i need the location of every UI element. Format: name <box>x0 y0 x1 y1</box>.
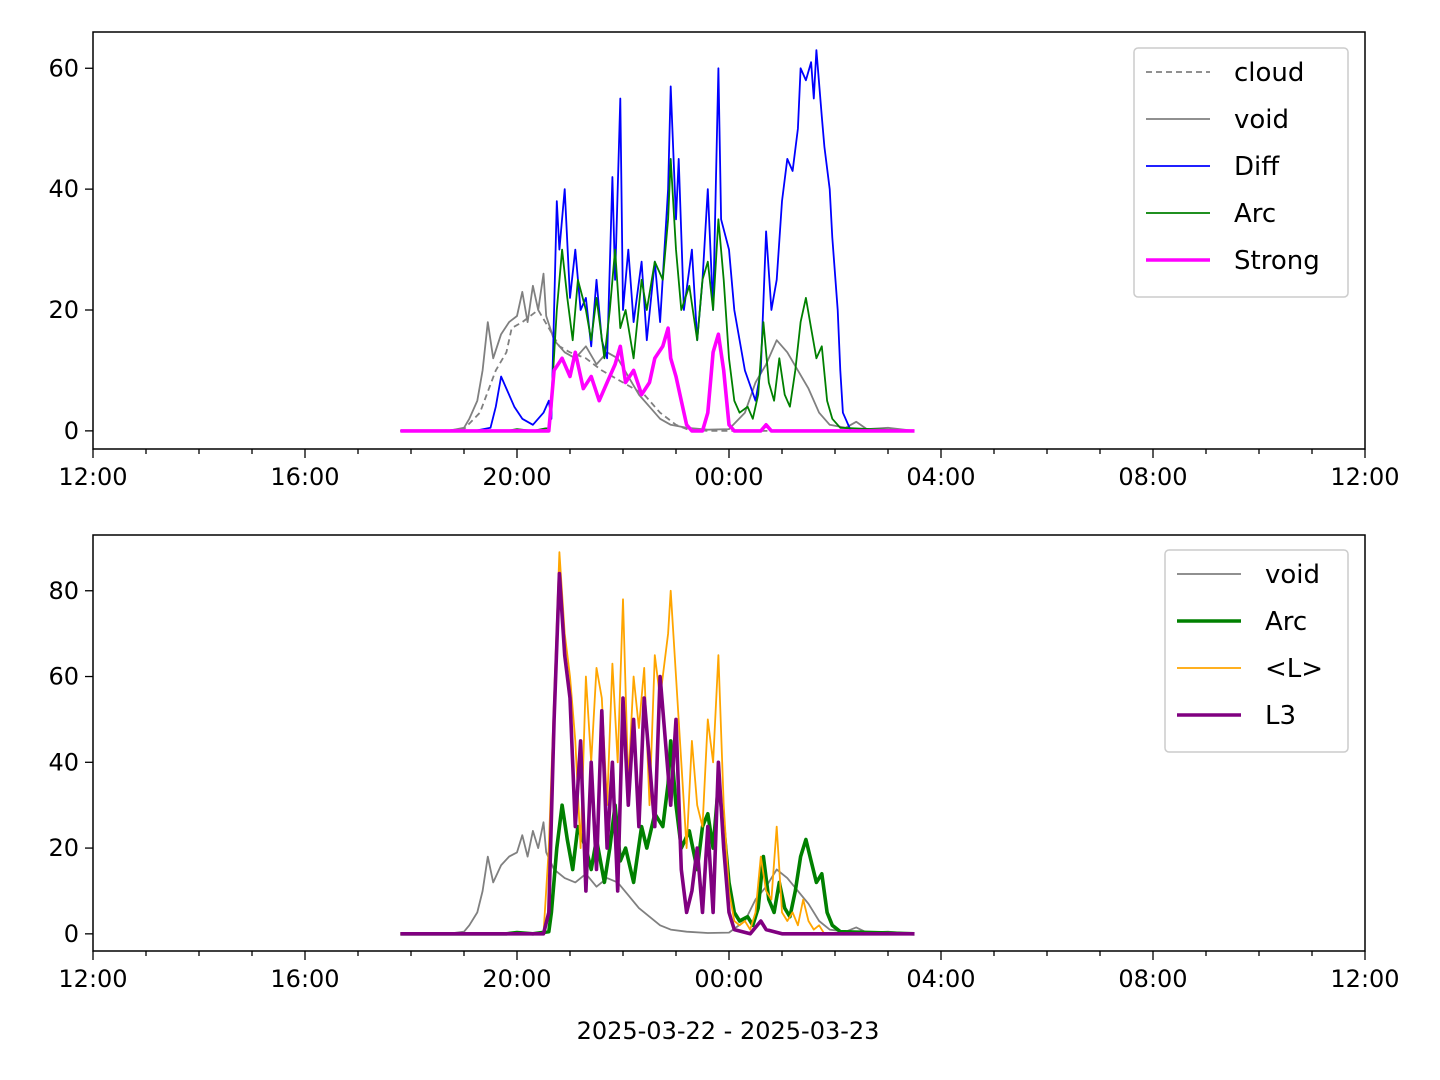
x-tick-label: 16:00 <box>270 463 339 491</box>
top-x-axis: 12:00 16:00 20:00 00:00 04:00 08:00 12:00 <box>58 449 1400 491</box>
y-tick-label: 20 <box>48 834 79 862</box>
legend-label: void <box>1265 560 1320 590</box>
bottom-series-layer <box>400 551 915 936</box>
x-tick-label: 04:00 <box>906 965 975 993</box>
series-line-top-3 <box>400 157 915 432</box>
x-tick-label: 08:00 <box>1118 965 1187 993</box>
bottom-x-axis: 12:00 16:00 20:00 00:00 04:00 08:00 12:00 <box>58 951 1400 993</box>
x-tick-label: 20:00 <box>482 965 551 993</box>
legend-box <box>1164 549 1349 753</box>
y-tick-label: 80 <box>48 577 79 605</box>
legend-label: <L> <box>1265 654 1323 684</box>
legend-label: Diff <box>1234 152 1280 182</box>
x-tick-label: 00:00 <box>694 965 763 993</box>
x-axis-label: 2025-03-22 - 2025-03-23 <box>577 1017 880 1045</box>
legend-label: cloud <box>1234 58 1304 88</box>
y-tick-label: 60 <box>48 54 79 82</box>
x-tick-label: 12:00 <box>1330 965 1399 993</box>
bottom-y-axis: 0 20 40 60 80 <box>48 577 93 948</box>
x-tick-label: 00:00 <box>694 463 763 491</box>
series-line-bottom-2 <box>400 551 915 935</box>
top-legend: cloud void Diff Arc Strong <box>1133 47 1349 298</box>
y-tick-label: 60 <box>48 663 79 691</box>
legend-label: L3 <box>1265 701 1296 731</box>
legend-box <box>1133 47 1349 298</box>
legend-label: Arc <box>1234 199 1276 229</box>
y-tick-label: 40 <box>48 175 79 203</box>
y-tick-label: 0 <box>64 417 79 445</box>
x-tick-label: 12:00 <box>58 463 127 491</box>
series-line-top-4 <box>400 326 915 433</box>
x-tick-label: 12:00 <box>1330 463 1399 491</box>
legend-label: Strong <box>1234 246 1320 276</box>
x-tick-label: 16:00 <box>270 965 339 993</box>
bottom-legend: void Arc <L> L3 <box>1164 549 1349 753</box>
series-line-bottom-0 <box>400 821 915 935</box>
y-tick-label: 20 <box>48 296 79 324</box>
y-tick-label: 0 <box>64 920 79 948</box>
y-tick-label: 40 <box>48 748 79 776</box>
legend-label: Arc <box>1265 607 1307 637</box>
series-line-bottom-3 <box>400 571 915 936</box>
x-tick-label: 20:00 <box>482 463 551 491</box>
top-panel: 12:00 16:00 20:00 00:00 04:00 08:00 12:00 0 20 4… <box>48 31 1400 491</box>
top-series-layer <box>400 49 915 433</box>
series-line-top-2 <box>400 49 915 432</box>
bottom-panel: 12:00 16:00 20:00 00:00 04:00 08:00 12:00 0 20 4… <box>48 534 1400 1045</box>
top-y-axis: 0 20 40 60 <box>48 54 93 445</box>
x-tick-label: 04:00 <box>906 463 975 491</box>
x-tick-label: 12:00 <box>58 965 127 993</box>
series-line-bottom-1 <box>400 739 915 936</box>
x-tick-label: 08:00 <box>1118 463 1187 491</box>
series-line-top-1 <box>400 272 915 432</box>
legend-label: void <box>1234 105 1289 135</box>
